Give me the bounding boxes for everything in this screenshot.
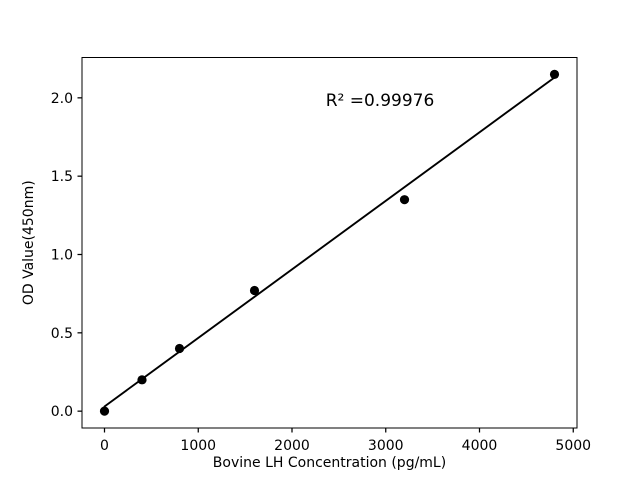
data-point: [399, 195, 410, 205]
data-point: [549, 69, 560, 79]
x-tick-label: 3000: [368, 438, 404, 454]
data-point: [249, 285, 260, 296]
y-tick-label: 0.0: [51, 404, 73, 420]
y-tick-label: 2.0: [51, 91, 73, 107]
data-point: [137, 375, 147, 385]
y-tick-label: 0.5: [51, 326, 73, 342]
y-tick-label: 1.0: [51, 247, 73, 263]
plot-area-border: [81, 57, 578, 429]
x-axis-title: Bovine LH Concentration (pg/mL): [213, 455, 446, 471]
x-tick-label: 5000: [555, 438, 591, 454]
data-point: [174, 343, 185, 354]
x-tick-label: 0: [100, 438, 109, 454]
r-squared-annotation: R² =0.99976: [326, 91, 435, 111]
x-tick-label: 1000: [180, 438, 216, 454]
y-tick-label: 1.5: [51, 169, 73, 185]
x-tick-label: 2000: [274, 438, 310, 454]
fit-line: [103, 76, 556, 408]
data-point: [99, 406, 110, 416]
x-tick-label: 4000: [462, 438, 498, 454]
y-axis-title: OD Value(450nm): [21, 180, 37, 305]
